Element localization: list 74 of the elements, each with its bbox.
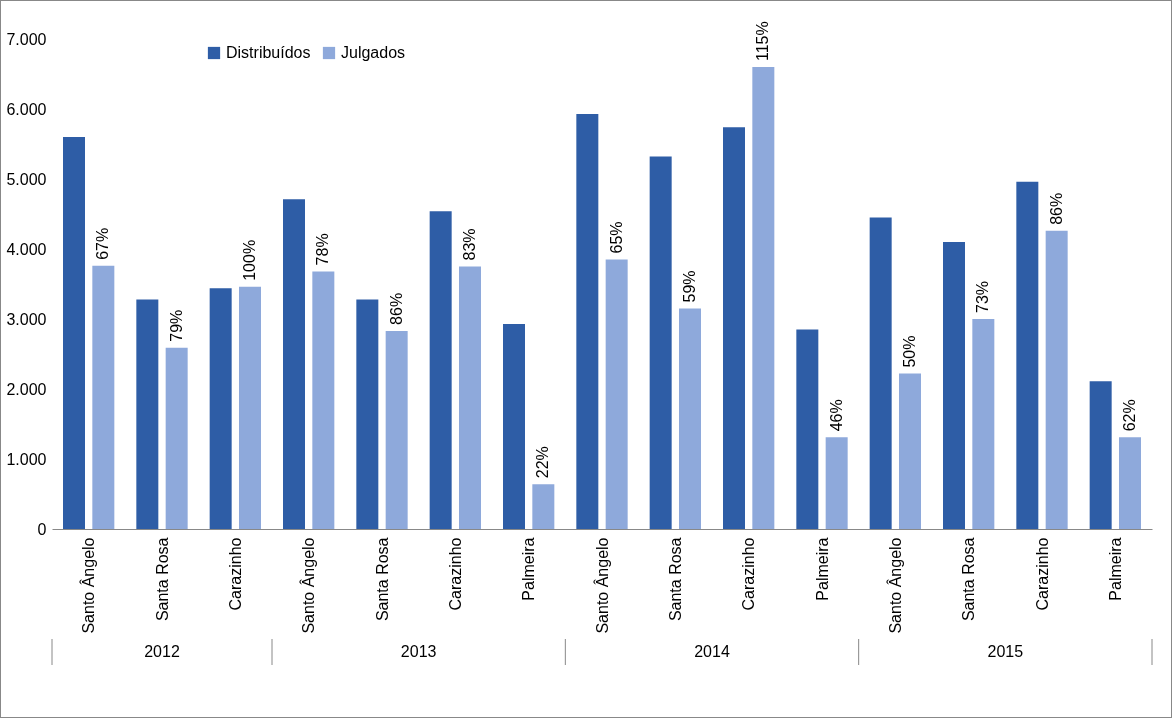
x-tick-label: Santo Ângelo bbox=[592, 537, 611, 634]
annotation: 83% bbox=[461, 228, 478, 261]
bar bbox=[239, 286, 261, 529]
bar bbox=[899, 373, 921, 529]
annotation: 62% bbox=[1121, 399, 1138, 432]
bar bbox=[385, 330, 408, 529]
x-tick-label: Santa Rosa bbox=[373, 537, 391, 622]
annotation: 67% bbox=[94, 227, 112, 260]
x-tick-label: Santo Ângelo bbox=[79, 537, 98, 634]
bar bbox=[1016, 181, 1039, 529]
annotation: 86% bbox=[387, 292, 405, 325]
text: 2013 bbox=[400, 643, 437, 660]
x-tick-label: Palmeira bbox=[520, 537, 538, 601]
bar bbox=[752, 67, 775, 529]
bar bbox=[943, 242, 965, 529]
x-tick-label: Carazinho bbox=[446, 537, 464, 611]
annotation: 115% bbox=[754, 21, 772, 61]
annotation: 100% bbox=[241, 239, 258, 281]
legend-label: Distribuídos bbox=[226, 44, 311, 61]
y-tick-label: 6.000 bbox=[6, 100, 47, 118]
legend-label: Julgados bbox=[341, 44, 406, 61]
bar bbox=[605, 259, 628, 529]
annotation: 50% bbox=[901, 335, 918, 368]
bar bbox=[136, 299, 159, 529]
bar bbox=[869, 217, 892, 529]
bar bbox=[723, 127, 745, 529]
x-tick-label: Santo Ângelo bbox=[885, 537, 904, 634]
text: 2012 bbox=[144, 643, 180, 660]
annotation: 86% bbox=[1047, 192, 1065, 225]
y-tick-label: 0 bbox=[37, 520, 47, 538]
annotation: 46% bbox=[827, 399, 845, 432]
bar bbox=[209, 288, 232, 529]
text: 2014 bbox=[694, 643, 730, 660]
y-tick-label: 3.000 bbox=[6, 310, 47, 328]
y-tick-label: 4.000 bbox=[6, 240, 47, 258]
bar bbox=[1089, 381, 1112, 529]
x-tick-label: Santa Rosa bbox=[960, 537, 978, 622]
annotation: 59% bbox=[681, 270, 698, 303]
x-tick-label: Carazinho bbox=[740, 537, 758, 611]
x-tick-label: Carazinho bbox=[1033, 537, 1051, 611]
bar bbox=[532, 484, 555, 529]
annotation: 79% bbox=[167, 309, 185, 342]
annotation: 22% bbox=[534, 446, 552, 479]
x-tick-label: Palmeira bbox=[813, 537, 831, 601]
bar bbox=[92, 265, 115, 529]
annotation: 65% bbox=[607, 221, 625, 254]
annotation: 78% bbox=[314, 233, 332, 266]
y-tick-label: 2.000 bbox=[6, 380, 47, 398]
bar bbox=[63, 137, 85, 529]
bar bbox=[972, 319, 995, 529]
bar bbox=[356, 299, 379, 529]
y-tick-label: 5.000 bbox=[6, 170, 47, 188]
x-tick-label: Carazinho bbox=[226, 537, 244, 611]
bar bbox=[312, 271, 335, 529]
y-tick-label: 7.000 bbox=[6, 30, 47, 48]
bar bbox=[649, 156, 672, 529]
x-tick-label: Santa Rosa bbox=[666, 537, 684, 622]
bar bbox=[1045, 230, 1068, 529]
annotation: 73% bbox=[974, 280, 992, 313]
y-tick-label: 1.000 bbox=[6, 450, 47, 468]
bar bbox=[1119, 437, 1141, 529]
bar bbox=[283, 199, 305, 529]
x-tick-label: Palmeira bbox=[1106, 537, 1124, 601]
x-tick-label: Santo Ângelo bbox=[299, 537, 318, 634]
bar bbox=[825, 437, 848, 529]
bar bbox=[459, 266, 481, 529]
text: 2015 bbox=[987, 643, 1024, 660]
bar bbox=[576, 113, 599, 529]
bar bbox=[796, 329, 819, 529]
bar bbox=[165, 347, 188, 529]
x-tick-label: Santa Rosa bbox=[153, 537, 171, 622]
bar bbox=[503, 323, 525, 529]
bar bbox=[429, 211, 452, 529]
bar bbox=[679, 308, 701, 529]
